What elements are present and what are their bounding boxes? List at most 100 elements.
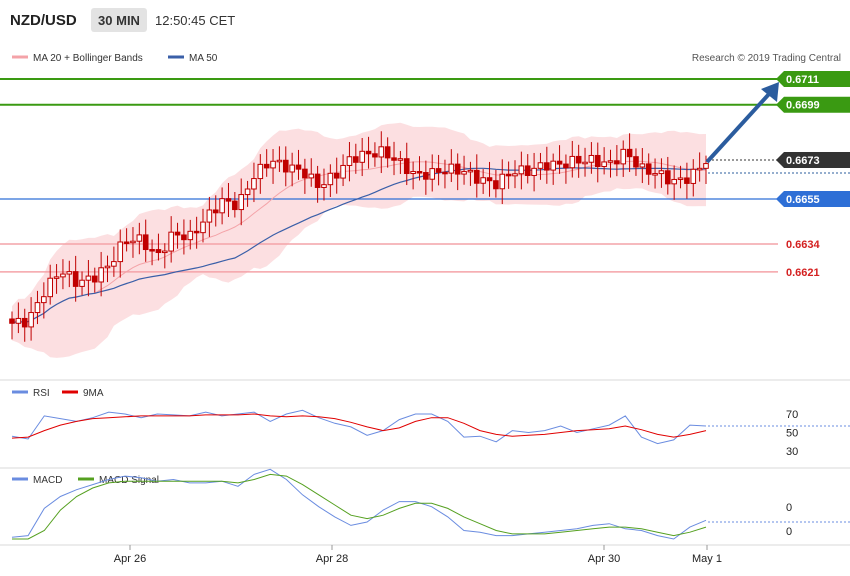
candle-body <box>155 249 162 254</box>
macd-signal-legend-label: MACD Signal <box>99 475 159 486</box>
candle <box>486 161 493 197</box>
level-tag-pivot <box>776 191 850 207</box>
candle <box>614 145 620 177</box>
candle <box>378 131 385 174</box>
candle <box>518 151 525 190</box>
candle <box>206 196 213 237</box>
candle <box>442 159 448 189</box>
rsi-ticks: 30 50 70 <box>786 409 798 458</box>
candle-body <box>696 167 703 171</box>
candle-body <box>677 177 684 180</box>
candle-body <box>60 273 66 278</box>
candle <box>136 222 143 255</box>
candle-body <box>353 156 359 163</box>
candle <box>353 143 359 174</box>
candle <box>193 216 200 249</box>
candle <box>79 271 85 296</box>
macd-tick-label: 0 <box>786 502 792 514</box>
candle-body <box>41 296 47 304</box>
candle-body <box>569 155 576 169</box>
candle-body <box>620 148 627 165</box>
candle <box>47 264 54 305</box>
candle <box>391 141 397 176</box>
candle-body <box>72 271 79 287</box>
candle <box>187 219 194 250</box>
candle <box>365 136 372 169</box>
candle-body <box>499 173 506 190</box>
candle <box>282 146 289 187</box>
candle <box>232 192 238 218</box>
candle-body <box>142 234 149 251</box>
candle <box>626 133 633 172</box>
candle <box>212 195 219 227</box>
candle-body <box>473 169 480 184</box>
price-levels: 0.6711 0.6699 0.6655 0.6634 0.6621 <box>0 71 850 279</box>
candle-body <box>410 171 416 175</box>
candle-body <box>34 302 41 314</box>
ma50-legend-label: MA 50 <box>189 53 218 64</box>
candle-body <box>333 172 340 179</box>
candle <box>72 255 79 302</box>
candle-body <box>486 177 493 182</box>
candle-body <box>212 209 219 214</box>
candle-body <box>168 231 174 252</box>
candle-body <box>594 154 601 167</box>
candle-body <box>346 156 353 166</box>
candle-body <box>193 230 200 234</box>
candle-body <box>703 163 709 169</box>
candle <box>544 146 550 184</box>
candle-body <box>435 168 442 173</box>
candle-body <box>28 312 34 328</box>
candle <box>429 154 436 192</box>
candle <box>60 259 66 290</box>
level-label-target: 0.6711 <box>786 74 819 86</box>
candle <box>302 158 308 194</box>
last-price-tag: 0.6673 <box>776 152 850 168</box>
candle-body <box>123 241 130 244</box>
candle-body <box>219 198 225 214</box>
timeframe-badge[interactable] <box>91 8 147 32</box>
candle <box>448 149 455 183</box>
level-label-pivot: 0.6655 <box>786 194 820 206</box>
candle <box>98 251 104 297</box>
candle-body <box>15 317 22 324</box>
candle <box>270 149 276 184</box>
candle-body <box>645 163 652 175</box>
candle-body <box>263 163 270 169</box>
candle <box>531 152 537 192</box>
last-price-tag-bg <box>776 152 850 168</box>
candle <box>142 219 149 262</box>
candle <box>645 153 652 185</box>
candle-body <box>614 160 620 165</box>
x-tick-label: Apr 28 <box>316 553 348 565</box>
candle <box>633 148 639 176</box>
candle <box>41 282 47 319</box>
candle <box>111 246 117 277</box>
candle-body <box>321 184 327 188</box>
candle-body <box>282 159 289 173</box>
candle-body <box>550 160 556 171</box>
candle <box>104 255 111 283</box>
candle-body <box>327 172 334 186</box>
candle-body <box>384 146 391 159</box>
candle <box>91 267 98 293</box>
candle-body <box>461 171 467 175</box>
x-tick-label: May 1 <box>692 553 722 565</box>
candle <box>372 142 378 167</box>
level-tag-target <box>776 96 850 113</box>
candle-body <box>117 241 124 263</box>
candle <box>321 168 327 201</box>
candle-body <box>174 231 181 236</box>
timeframe-label: 30 MIN <box>98 13 140 28</box>
candle-body <box>505 173 512 177</box>
candle <box>15 302 22 334</box>
candle-body <box>537 162 544 169</box>
candle-body <box>575 155 582 164</box>
candle <box>569 140 576 178</box>
candle-body <box>601 161 607 167</box>
candles <box>9 131 709 342</box>
candle <box>550 153 556 185</box>
candle <box>493 169 499 198</box>
candle-body <box>257 163 264 180</box>
